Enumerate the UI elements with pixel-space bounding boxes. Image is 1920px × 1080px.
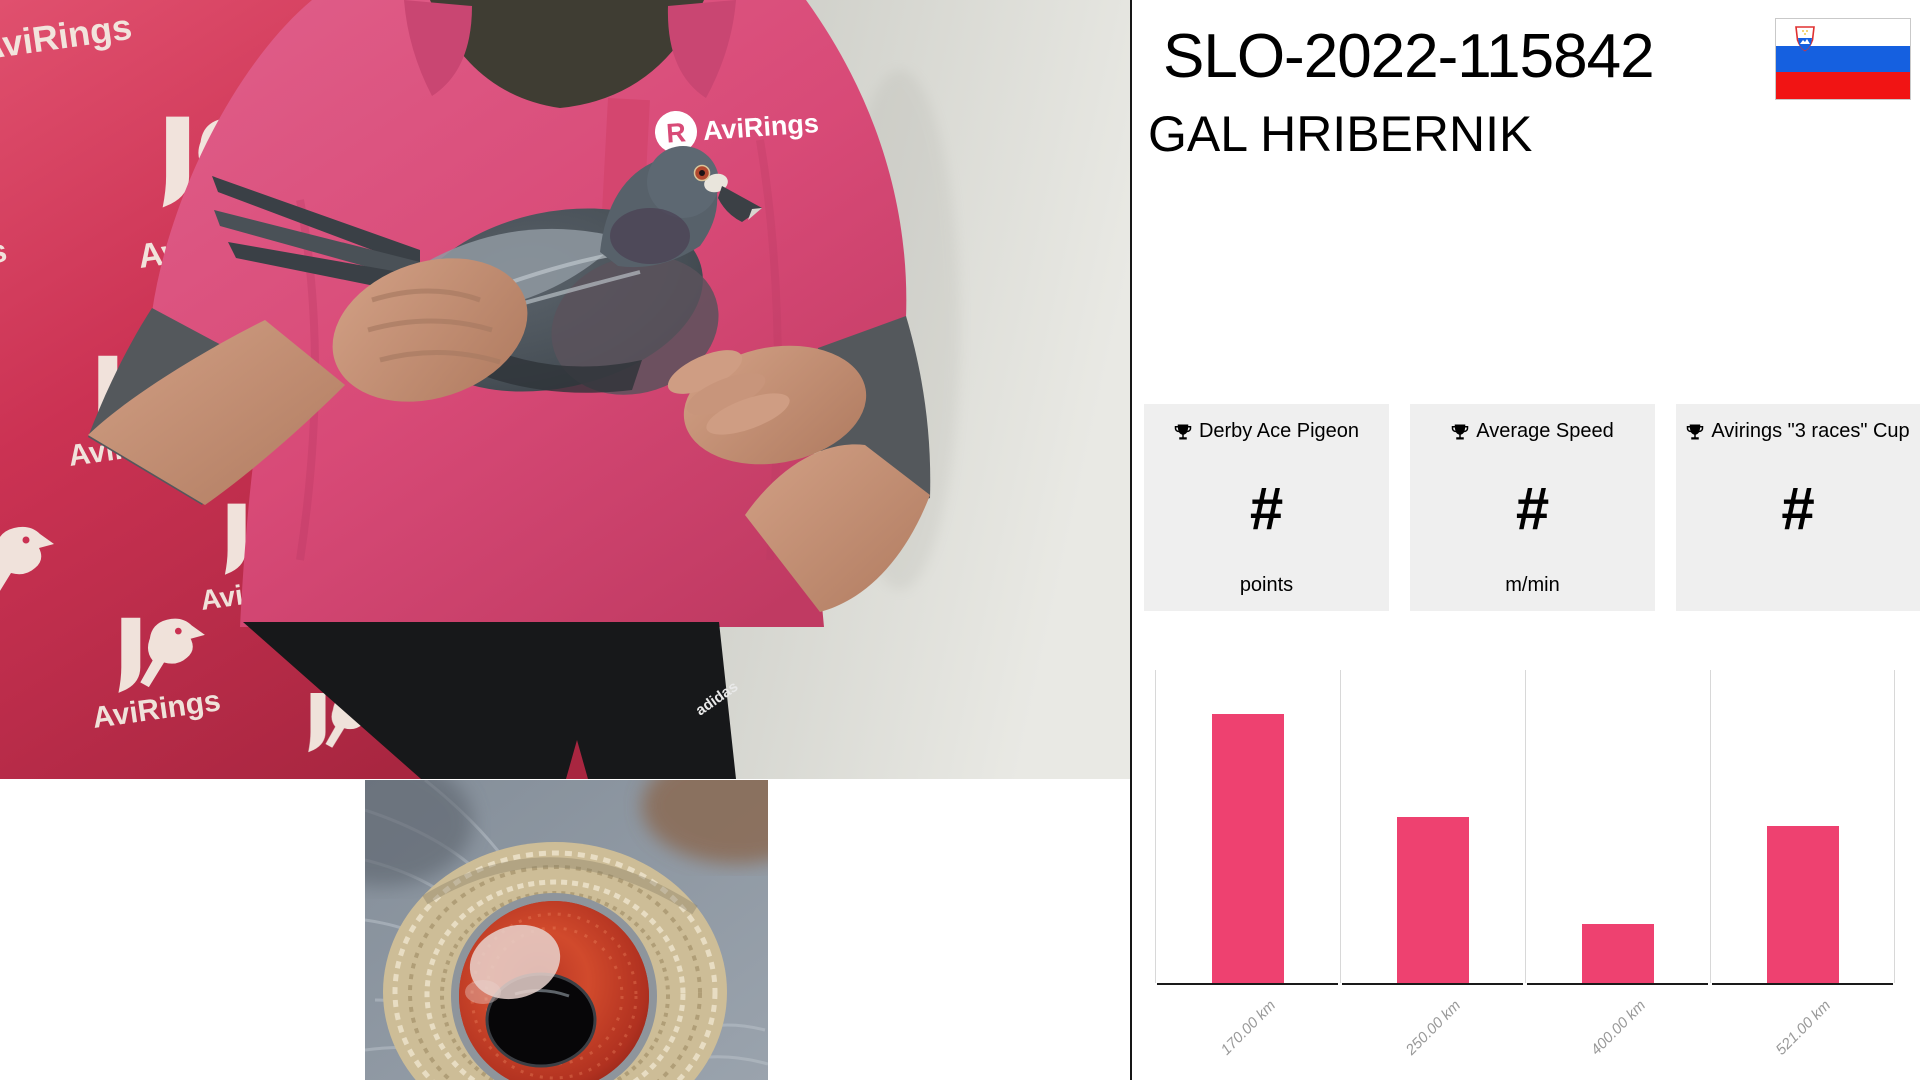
- x-axis-line: [1712, 983, 1893, 985]
- card-title: Derby Ace Pigeon: [1198, 420, 1360, 442]
- trophy-icon: [1687, 424, 1704, 439]
- card-unit: m/min: [1505, 574, 1560, 596]
- shirt-logo-initial: R: [665, 117, 687, 148]
- x-axis-line: [1527, 983, 1708, 985]
- card-avirings-3-races-cup: Avirings "3 races" Cup #: [1676, 404, 1920, 611]
- gridline: [1710, 670, 1711, 983]
- card-unit: points: [1239, 574, 1294, 596]
- trophy-icon: [1451, 424, 1469, 439]
- bar-521-00-km: [1766, 826, 1839, 983]
- x-axis-label: 400.00 km: [1587, 997, 1650, 1059]
- pigeon-eye-illustration: [293, 748, 832, 1080]
- owner-name: GAL HRIBERNIK: [1148, 106, 1533, 162]
- card-derby-ace-pigeon: Derby Ace Pigeon # points: [1144, 404, 1389, 611]
- trophy-icon: [1174, 424, 1192, 439]
- left-forearm: [88, 320, 345, 505]
- gridline: [1340, 670, 1341, 983]
- card-title: Average Speed: [1476, 420, 1614, 442]
- bar-chart-plot: 170.00 km 250.00 km 400.00 km 521.00 km: [1155, 670, 1895, 1059]
- bar-400-00-km: [1581, 924, 1654, 983]
- slovenia-flag: [1775, 18, 1911, 100]
- pigeon-head: [647, 146, 719, 218]
- flag-stripe-blue: [1776, 45, 1910, 73]
- page-title-ring-id: SLO-2022-115842: [1163, 22, 1655, 91]
- card-title: Avirings "3 races" Cup: [1711, 420, 1910, 442]
- card-value: #: [1781, 474, 1815, 542]
- pigeon-breast: [551, 255, 719, 395]
- award-cards: Derby Ace Pigeon # points Average Speed …: [1144, 404, 1920, 611]
- slovenia-coat-of-arms: [1795, 26, 1815, 52]
- card-title-row: Average Speed: [1451, 420, 1614, 443]
- x-axis-line: [1342, 983, 1523, 985]
- flag-stripe-red: [1776, 72, 1910, 99]
- x-axis-line: [1157, 983, 1338, 985]
- photo-fancier-with-pigeon: AviRings AviRings AviRings AviRings AviR…: [0, 0, 1131, 779]
- gridline: [1894, 670, 1895, 983]
- bar-170-00-km: [1211, 714, 1284, 983]
- bar-250-00-km: [1396, 817, 1469, 983]
- x-axis-label: 250.00 km: [1402, 997, 1465, 1059]
- bar-chart-race-distances: 170.00 km 250.00 km 400.00 km 521.00 km: [1155, 670, 1895, 1059]
- gridline: [1155, 670, 1156, 983]
- beard-chin: [430, 0, 704, 108]
- right-forearm: [745, 444, 930, 612]
- card-title-row: Avirings "3 races" Cup: [1686, 420, 1910, 443]
- fancier-photo-illustration: AviRings AviRings AviRings AviRings AviR…: [0, 0, 1131, 779]
- collar-right: [667, 0, 736, 98]
- card-value: #: [1515, 474, 1550, 542]
- x-axis-label: 170.00 km: [1217, 997, 1280, 1059]
- card-title-row: Derby Ace Pigeon: [1174, 420, 1359, 443]
- left-hand: [332, 258, 528, 402]
- collar-left: [404, 0, 472, 96]
- gridline: [1525, 670, 1526, 983]
- eye-reflection: [469, 924, 561, 1000]
- x-axis-label: 521.00 km: [1772, 997, 1835, 1059]
- panel-divider: [1130, 0, 1132, 1080]
- backdrop-wordmark: AviRings: [0, 232, 9, 287]
- card-value: #: [1249, 474, 1284, 542]
- card-average-speed: Average Speed # m/min: [1410, 404, 1655, 611]
- photo-pigeon-eye-closeup: [293, 748, 832, 1080]
- hands: [332, 258, 867, 465]
- black-pants: [243, 622, 736, 779]
